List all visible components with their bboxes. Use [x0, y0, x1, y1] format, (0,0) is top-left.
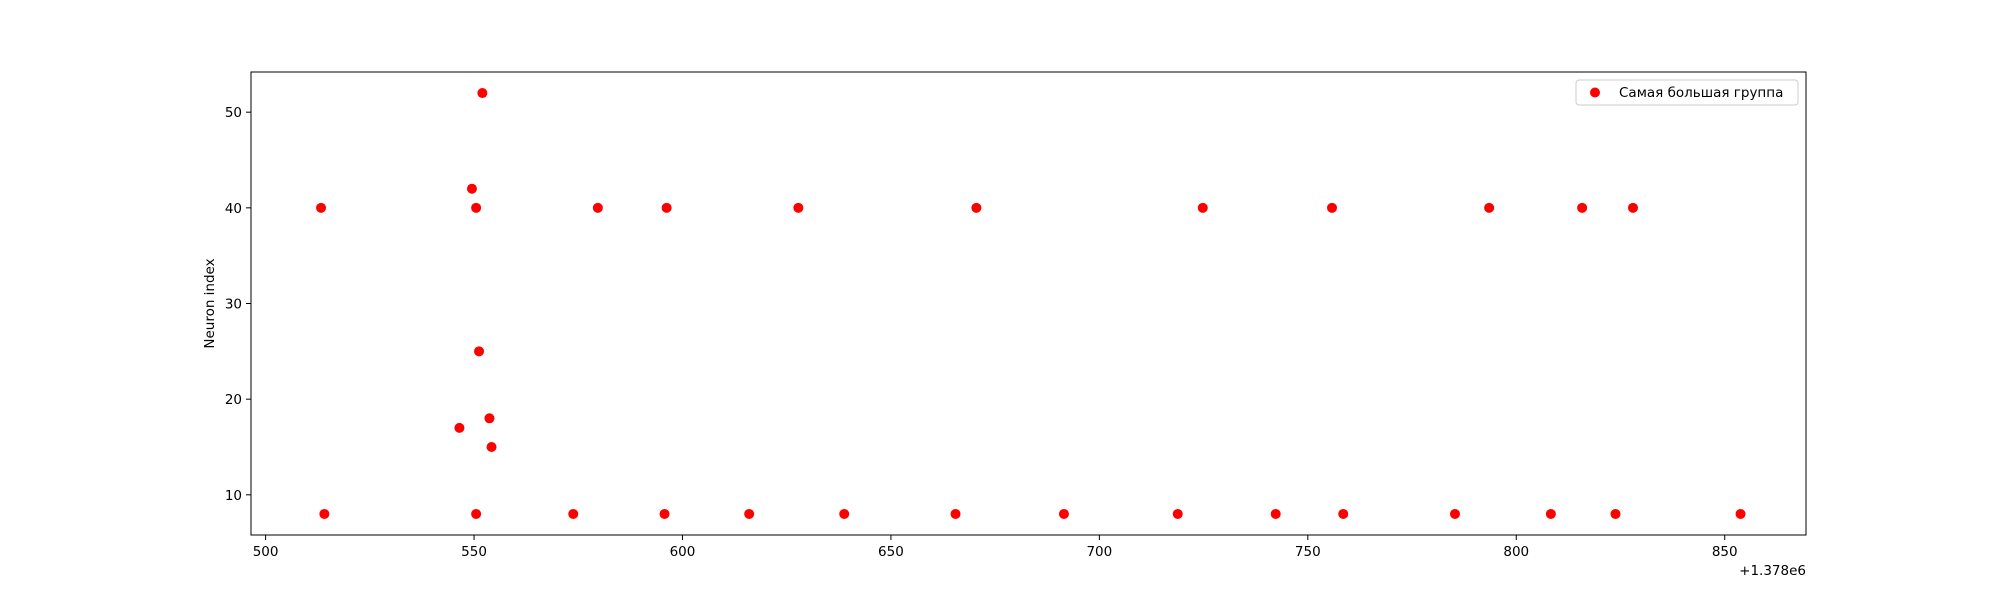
data-point	[1735, 508, 1746, 519]
x-axis-offset-label: +1.378e6	[1739, 563, 1806, 579]
y-axis-ticks: 10 20 30 40 50	[225, 105, 251, 504]
data-point	[661, 202, 672, 213]
y-tick-label: 50	[225, 105, 242, 121]
data-point	[839, 508, 850, 519]
y-tick-label: 40	[225, 201, 242, 217]
x-tick-label: 650	[878, 544, 904, 560]
data-point	[1610, 508, 1621, 519]
data-point	[971, 202, 982, 213]
data-points	[316, 88, 1746, 519]
data-point	[793, 202, 804, 213]
data-point	[1577, 202, 1588, 213]
data-point	[474, 346, 485, 357]
x-tick-label: 550	[461, 544, 487, 560]
data-point	[568, 508, 579, 519]
legend: Самая большая группа	[1575, 79, 1799, 106]
legend-box	[1575, 79, 1799, 106]
x-axis-ticks: 500 550 600 650 700 750 800 850	[253, 535, 1738, 560]
x-tick-label: 600	[670, 544, 696, 560]
data-point	[1627, 202, 1638, 213]
data-point	[1484, 202, 1495, 213]
data-point	[471, 508, 482, 519]
x-tick-label: 850	[1712, 544, 1738, 560]
data-point	[659, 508, 670, 519]
data-point	[484, 413, 495, 424]
plot-area-frame	[250, 71, 1807, 536]
data-point	[1545, 508, 1556, 519]
data-point	[477, 88, 488, 99]
data-point	[950, 508, 961, 519]
y-tick-label: 20	[225, 392, 242, 408]
data-point	[1326, 202, 1337, 213]
data-point	[316, 202, 327, 213]
x-tick-label: 800	[1503, 544, 1529, 560]
data-point	[486, 441, 497, 452]
data-point	[1197, 202, 1208, 213]
data-point	[1449, 508, 1460, 519]
x-tick-label: 700	[1086, 544, 1112, 560]
data-point	[471, 202, 482, 213]
data-point	[1270, 508, 1281, 519]
data-point	[466, 183, 477, 194]
x-tick-label: 750	[1295, 544, 1321, 560]
data-point	[1338, 508, 1349, 519]
legend-label: Самая большая группа	[1619, 85, 1783, 101]
data-point	[1058, 508, 1069, 519]
data-point	[744, 508, 755, 519]
y-tick-label: 10	[225, 488, 242, 504]
data-point	[454, 422, 465, 433]
y-tick-label: 30	[225, 297, 242, 313]
data-point	[592, 202, 603, 213]
data-point	[1172, 508, 1183, 519]
data-point	[319, 508, 330, 519]
x-tick-label: 500	[253, 544, 279, 560]
legend-marker	[1590, 87, 1600, 98]
y-axis-label: Neuron index	[202, 258, 218, 348]
